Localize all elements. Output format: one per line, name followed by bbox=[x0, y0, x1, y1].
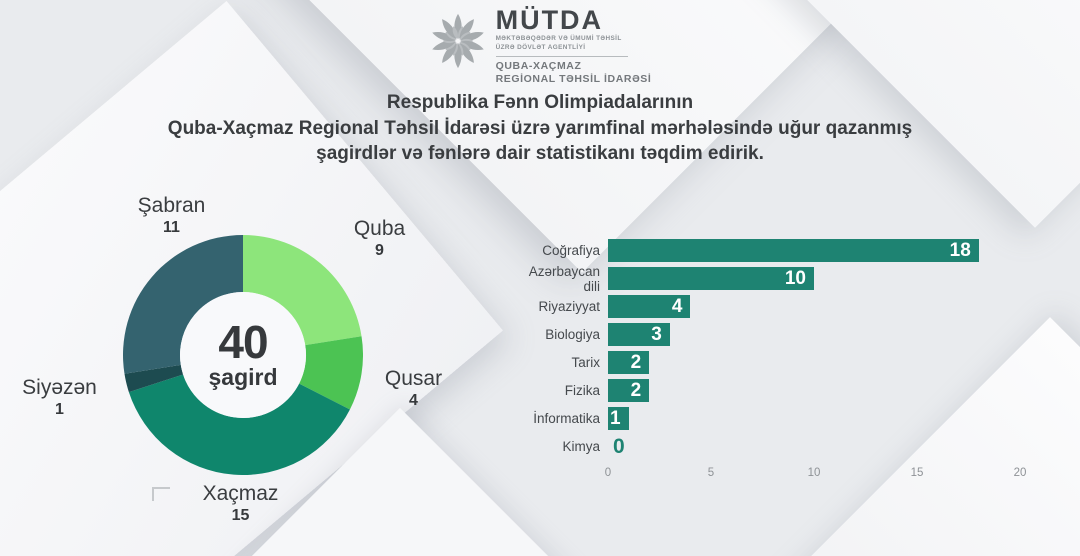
bar-rows: Coğrafiya 18 Azərbaycan dili 10 Riyaziyyat 4 B… bbox=[512, 239, 1020, 458]
org-name-line1: QUBA-XAÇMAZ bbox=[495, 60, 582, 72]
bar-row: Riyaziyyat 4 bbox=[512, 295, 1020, 318]
leaf-wreath-icon bbox=[431, 13, 484, 69]
bar-category-label: Kimya bbox=[562, 439, 600, 454]
bar: 4 bbox=[608, 295, 691, 318]
logo-text-block: MÜTDA MƏKTƏBƏQƏDƏR VƏ ÜMUMİ TƏHSİL ÜZRƏ … bbox=[495, 5, 652, 86]
bar-value-label: 0 bbox=[613, 435, 625, 458]
bar: 2 bbox=[608, 351, 650, 374]
bar-row: Tarix 2 bbox=[512, 351, 1020, 374]
bar-value-label: 4 bbox=[671, 296, 683, 317]
bar-track: 1 bbox=[608, 407, 1020, 430]
bar-track: 10 bbox=[608, 267, 1020, 290]
title-line2: Quba-Xaçmaz Regional Təhsil İdarəsi üzrə… bbox=[167, 117, 913, 139]
bar: 3 bbox=[608, 323, 670, 346]
pie-label-sabran: Şabran 11 bbox=[114, 194, 229, 238]
bar-category-label: Biologiya bbox=[545, 327, 600, 342]
bar-row: Coğrafiya 18 bbox=[512, 239, 1020, 262]
bar-category-label: Azərbaycan dili bbox=[528, 263, 600, 294]
bar-value-label: 2 bbox=[630, 352, 642, 373]
pie-label-siyezen: Siyəzən 1 bbox=[2, 376, 117, 420]
bar-value-label: 18 bbox=[949, 240, 971, 261]
bar-row: Kimya 0 bbox=[512, 435, 1020, 458]
bar-x-axis: 0 5 10 15 20 bbox=[604, 463, 1027, 481]
bar-category-label: Coğrafiya bbox=[542, 243, 600, 258]
bar: 2 bbox=[608, 379, 650, 402]
bar-category-label: Fizika bbox=[564, 383, 600, 398]
bar-category-label: İnformatika bbox=[533, 411, 600, 426]
pie-label-name: Şabran bbox=[137, 194, 206, 217]
pie-label-value: 4 bbox=[409, 392, 418, 409]
bar: 1 bbox=[608, 407, 629, 430]
donut-chart bbox=[123, 235, 363, 475]
bar-track: 0 bbox=[608, 435, 1020, 458]
bar: 18 bbox=[608, 239, 979, 262]
pie-label-xacmaz: Xaçmaz 15 bbox=[183, 482, 298, 526]
page-title: Respublika Fənn Olimpiadalarının Quba-Xa… bbox=[0, 90, 1080, 167]
bar-track: 3 bbox=[608, 323, 1020, 346]
donut-segment bbox=[123, 235, 243, 374]
agency-logo: MÜTDA MƏKTƏBƏQƏDƏR VƏ ÜMUMİ TƏHSİL ÜZRƏ … bbox=[0, 6, 1080, 86]
pie-label-name: Siyəzən bbox=[22, 376, 97, 399]
x-axis-tick: 20 bbox=[1013, 467, 1027, 479]
pie-label-qusar: Qusar 4 bbox=[356, 367, 471, 411]
brand-name: MÜTDA bbox=[495, 5, 604, 35]
pie-label-quba: Quba 9 bbox=[322, 217, 437, 261]
logo-tagline-line2: ÜZRƏ DÖVLƏT AGENTLİYİ bbox=[495, 44, 586, 51]
pie-label-name: Xaçmaz bbox=[202, 482, 279, 505]
pie-label-value: 15 bbox=[231, 507, 250, 524]
logo-tagline-line1: MƏKTƏBƏQƏDƏR VƏ ÜMUMİ TƏHSİL bbox=[495, 35, 622, 42]
bar-value-label: 2 bbox=[630, 380, 642, 401]
pie-label-name: Quba bbox=[353, 217, 406, 240]
donut-center-text: 40 şagird bbox=[123, 235, 363, 475]
bar-track: 4 bbox=[608, 295, 1020, 318]
x-axis-tick: 15 bbox=[910, 467, 924, 479]
x-axis-tick: 10 bbox=[807, 467, 821, 479]
donut-segment bbox=[128, 374, 350, 475]
bar-category-label: Riyaziyyat bbox=[538, 299, 600, 314]
bar: 10 bbox=[608, 267, 814, 290]
donut-total-label: şagird bbox=[208, 364, 278, 390]
pie-label-value: 1 bbox=[55, 401, 64, 418]
bar-value-label: 1 bbox=[610, 408, 621, 429]
bar-value-label: 10 bbox=[784, 268, 806, 289]
x-axis-tick: 0 bbox=[604, 467, 612, 479]
pie-label-name: Qusar bbox=[384, 367, 443, 390]
donut-hole bbox=[180, 292, 306, 418]
bar-track: 2 bbox=[608, 351, 1020, 374]
org-name-line2: REGİONAL TƏHSİL İDARƏSİ bbox=[495, 73, 652, 85]
bar-category-label: Tarix bbox=[571, 355, 600, 370]
donut-segment bbox=[243, 235, 362, 346]
bar-row: Biologiya 3 bbox=[512, 323, 1020, 346]
bar-track: 2 bbox=[608, 379, 1020, 402]
bar-row: Fizika 2 bbox=[512, 379, 1020, 402]
pie-label-value: 9 bbox=[375, 242, 384, 259]
x-axis-tick: 5 bbox=[707, 467, 715, 479]
subject-bar-chart: Coğrafiya 18 Azərbaycan dili 10 Riyaziyyat 4 B… bbox=[512, 239, 1027, 481]
bar-value-label: 3 bbox=[651, 324, 662, 345]
corner-bracket-decoration bbox=[152, 487, 170, 501]
logo-divider bbox=[495, 56, 628, 57]
bar-row: Azərbaycan dili 10 bbox=[512, 264, 1020, 294]
title-line3: şagirdlər və fənlərə dair statistikanı t… bbox=[316, 143, 764, 164]
donut-segment bbox=[299, 336, 363, 410]
title-line1: Respublika Fənn Olimpiadalarının bbox=[386, 92, 694, 113]
pie-label-value: 11 bbox=[163, 219, 180, 236]
bar-track: 18 bbox=[608, 239, 1020, 262]
donut-segment bbox=[124, 364, 184, 393]
bar-row: İnformatika 1 bbox=[512, 407, 1020, 430]
donut-total-value: 40 bbox=[218, 316, 268, 368]
